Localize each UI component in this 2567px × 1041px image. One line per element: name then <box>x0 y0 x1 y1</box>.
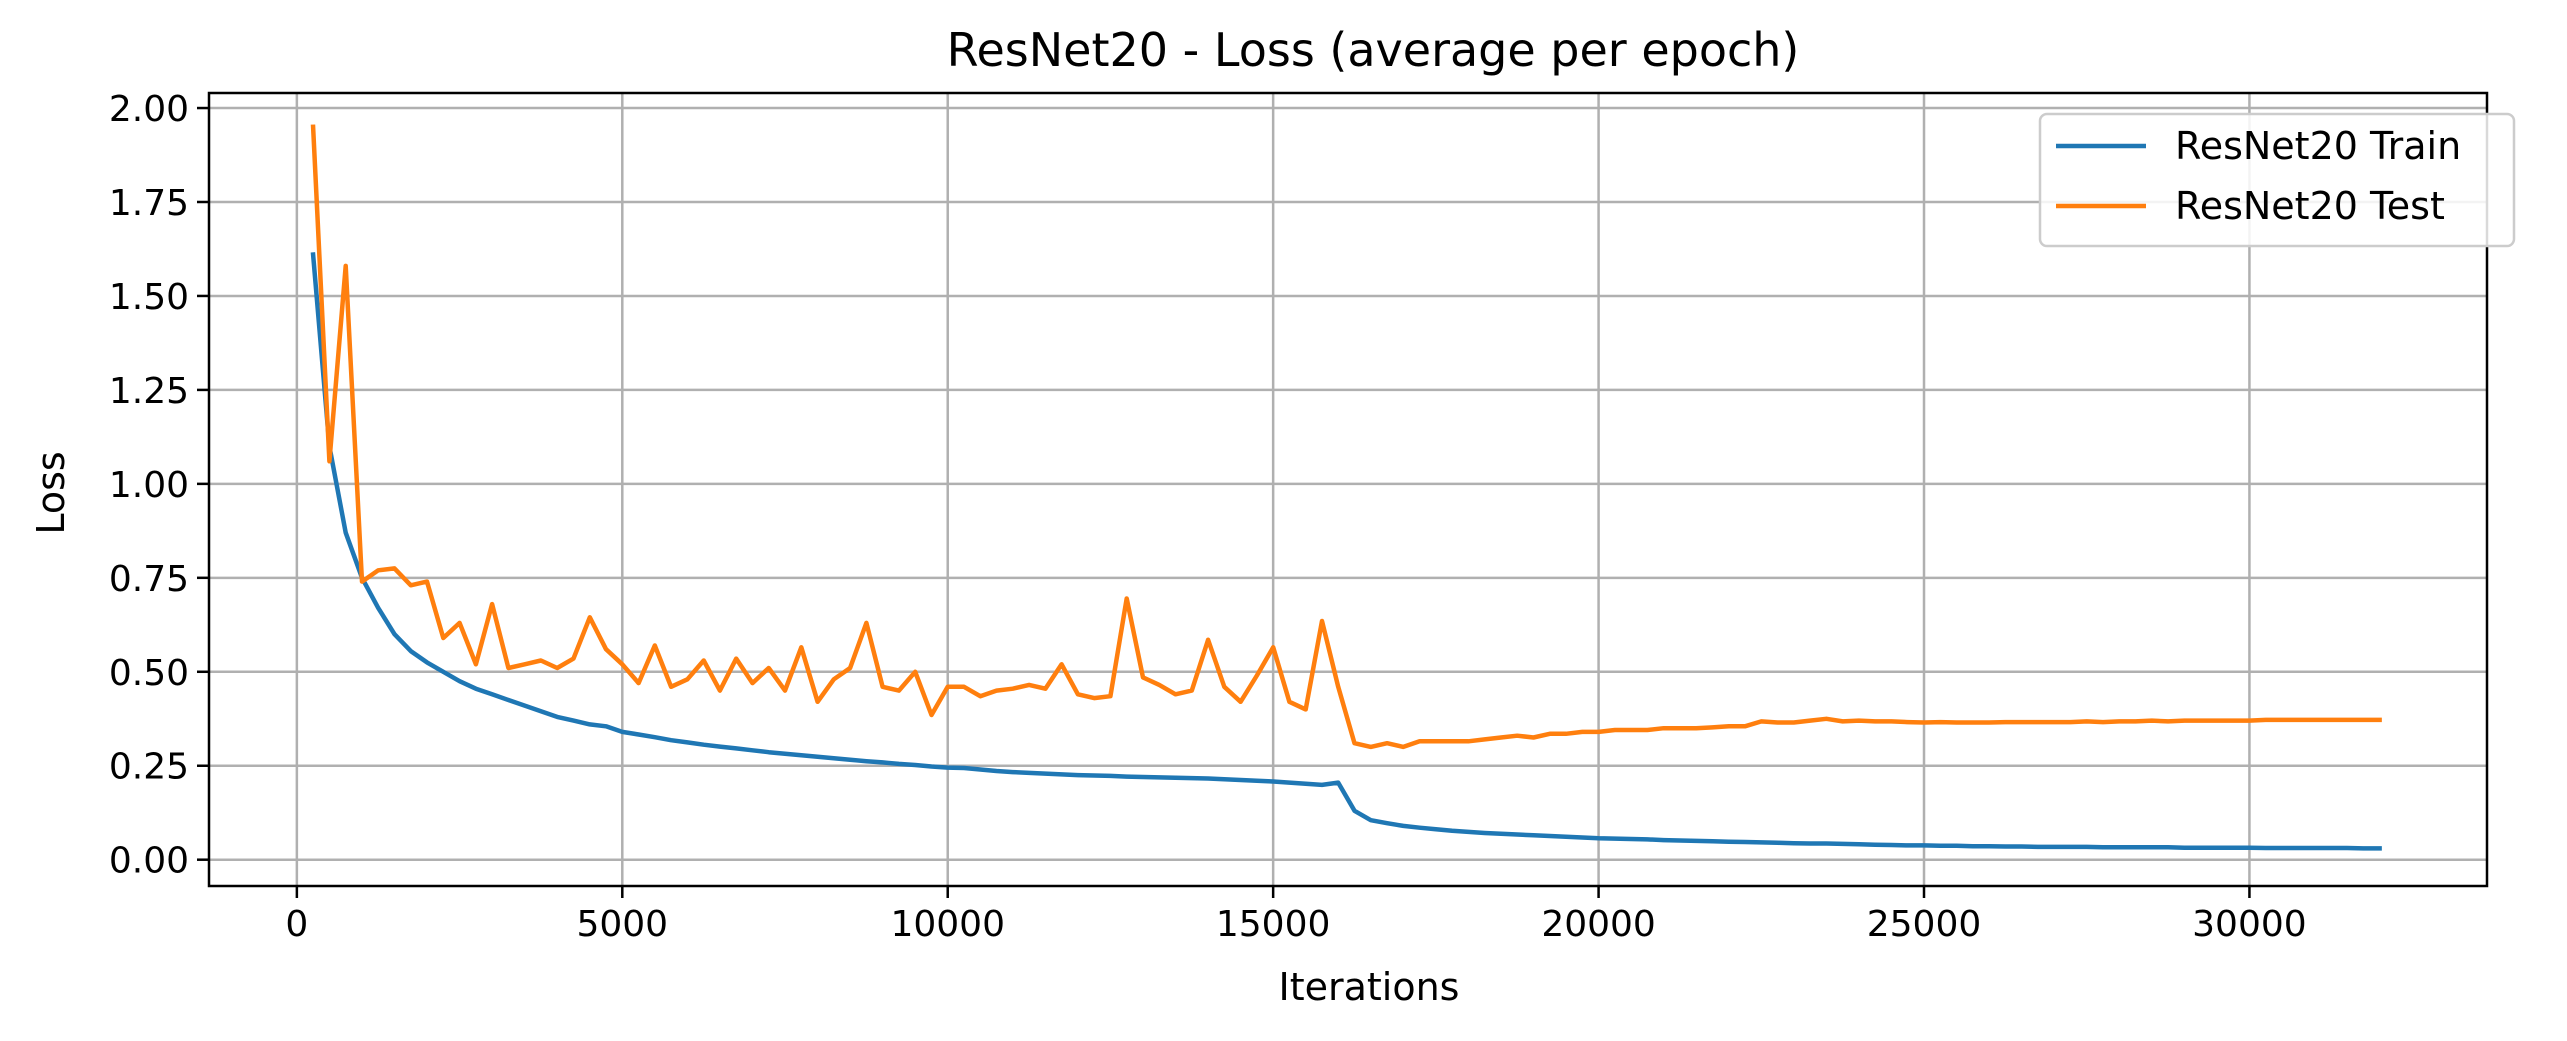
y-tick-label: 0.50 <box>109 653 189 694</box>
legend-label-train: ResNet20 Train <box>2175 124 2461 168</box>
grid <box>209 93 2487 886</box>
y-tick-label: 0.00 <box>109 841 189 882</box>
y-tick-label: 1.25 <box>109 371 189 412</box>
y-axis-ticks: 0.00 0.25 0.50 0.75 1.00 1.25 1.50 1.75 2.00 <box>109 89 209 882</box>
x-tick-label: 5000 <box>576 904 668 945</box>
x-tick-label: 0 <box>285 904 308 945</box>
y-tick-label: 1.00 <box>109 465 189 506</box>
y-axis-label: Loss <box>29 451 73 534</box>
y-tick-label: 0.75 <box>109 559 189 600</box>
y-tick-label: 1.75 <box>109 183 189 224</box>
chart-title: ResNet20 - Loss (average per epoch) <box>947 23 1800 77</box>
x-tick-label: 20000 <box>1541 904 1656 945</box>
plot-frame <box>207 91 2489 888</box>
legend-box <box>2038 112 2516 248</box>
x-tick-label: 10000 <box>890 904 1005 945</box>
x-tick-label: 15000 <box>1216 904 1331 945</box>
y-tick-label: 1.50 <box>109 277 189 318</box>
x-tick-label: 25000 <box>1867 904 1982 945</box>
y-tick-label: 2.00 <box>109 89 189 130</box>
x-axis-label: Iterations <box>1279 965 1460 1009</box>
legend: ResNet20 Train ResNet20 Test <box>2038 112 2516 248</box>
y-tick-label: 0.25 <box>109 747 189 788</box>
x-tick-label: 30000 <box>2192 904 2307 945</box>
test-loss-line <box>310 124 2382 750</box>
x-axis-ticks: 0 5000 10000 15000 20000 25000 30000 <box>285 886 2307 945</box>
series-lines <box>310 124 2382 851</box>
legend-label-test: ResNet20 Test <box>2175 184 2445 228</box>
train-loss-line <box>310 252 2382 851</box>
